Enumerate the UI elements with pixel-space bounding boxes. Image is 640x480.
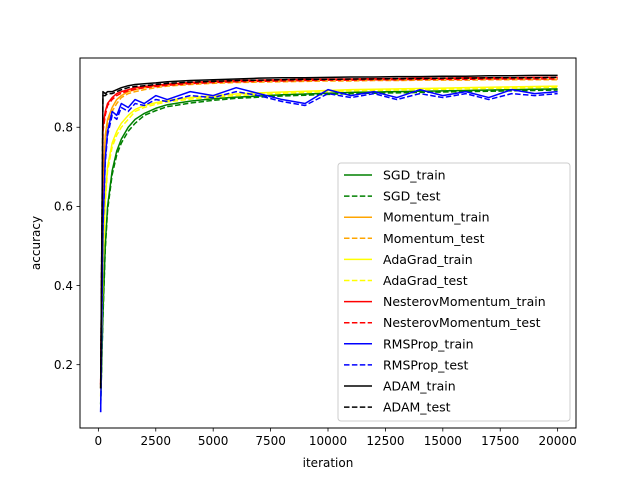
x-tick-label: 2500 xyxy=(141,434,172,448)
series-line-RMSProp_test xyxy=(99,90,558,413)
legend-label-NesterovMomentum_test: NesterovMomentum_test xyxy=(383,315,541,330)
legend-frame xyxy=(337,162,571,422)
legend-label-NesterovMomentum_train: NesterovMomentum_train xyxy=(383,294,546,309)
legend-label-AdaGrad_test: AdaGrad_test xyxy=(383,273,468,288)
series-line-RMSProp_train xyxy=(99,86,558,413)
series-line-NesterovMomentum_test xyxy=(99,78,558,385)
legend-label-Momentum_test: Momentum_test xyxy=(383,231,485,246)
series-line-ADAM_test xyxy=(99,76,558,389)
x-tick-label: 0 xyxy=(95,434,103,448)
x-tick-label: 17500 xyxy=(481,434,519,448)
legend-label-Momentum_train: Momentum_train xyxy=(383,210,490,225)
x-tick-label: 20000 xyxy=(539,434,577,448)
y-axis-label: accuracy xyxy=(29,216,43,270)
x-tick-label: 10000 xyxy=(309,434,347,448)
legend-label-ADAM_test: ADAM_test xyxy=(383,400,451,415)
y-tick-label: 0.6 xyxy=(54,200,73,214)
series-line-Momentum_test xyxy=(99,79,558,389)
y-tick-label: 0.4 xyxy=(54,279,73,293)
legend-label-ADAM_train: ADAM_train xyxy=(383,379,456,394)
x-tick-label: 7500 xyxy=(255,434,286,448)
y-tick-label: 0.2 xyxy=(54,358,73,372)
x-tick-label: 12500 xyxy=(366,434,404,448)
x-tick-label: 15000 xyxy=(424,434,462,448)
y-tick-label: 0.8 xyxy=(54,121,73,135)
x-axis-ticks: 0 2500 5000 7500 10000 12500 15000 17500 20000 xyxy=(95,428,577,448)
x-axis-label: iteration xyxy=(303,456,354,470)
legend-label-AdaGrad_train: AdaGrad_train xyxy=(383,252,473,267)
series-line-AdaGrad_train xyxy=(99,85,558,397)
series-line-ADAM_train xyxy=(99,74,558,389)
series-line-AdaGrad_test xyxy=(99,86,558,397)
legend: SGD_train SGD_test Momentum_train Momentum_… xyxy=(337,162,571,422)
legend-label-SGD_train: SGD_train xyxy=(383,168,446,183)
legend-label-SGD_test: SGD_test xyxy=(383,189,441,204)
series-layer xyxy=(99,74,558,413)
x-tick-label: 5000 xyxy=(198,434,229,448)
legend-label-RMSProp_train: RMSProp_train xyxy=(383,336,474,351)
legend-label-RMSProp_test: RMSProp_test xyxy=(383,357,469,372)
y-axis-ticks: 0.2 0.4 0.6 0.8 xyxy=(54,121,80,372)
series-line-SGD_train xyxy=(99,88,558,405)
